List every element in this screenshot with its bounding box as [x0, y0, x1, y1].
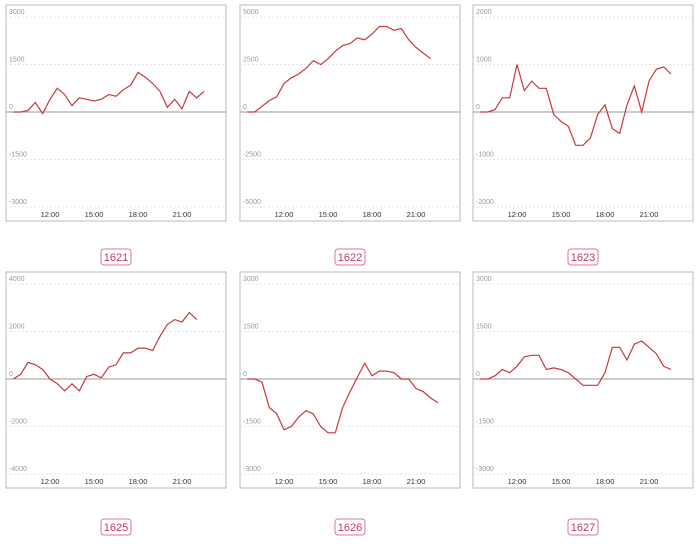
title-box: [100, 248, 132, 266]
title-box: [334, 518, 366, 536]
x-tick-label: 18:00: [363, 210, 382, 219]
chart-title: 1623: [571, 252, 595, 264]
x-tick-label: 12:00: [275, 477, 294, 486]
x-tick-label: 21:00: [407, 477, 426, 486]
panel: [239, 271, 461, 489]
panel: [239, 4, 461, 222]
y-tick-label: 0: [9, 104, 13, 111]
line-series: [480, 340, 672, 386]
panel: [472, 4, 694, 222]
y-tick-label: -1500: [476, 418, 494, 425]
x-tick-label: 15:00: [85, 210, 104, 219]
x-tick-label: 12:00: [41, 210, 60, 219]
y-tick-label: -1000: [476, 151, 494, 158]
panel: [5, 4, 227, 222]
chart-title: 1621: [104, 252, 128, 264]
y-tick-label: 2000: [9, 323, 25, 330]
x-tick-label: 12:00: [275, 210, 294, 219]
y-tick-label: -3000: [243, 466, 261, 473]
title-box: [334, 248, 366, 266]
panel: [5, 271, 227, 489]
title-box: [567, 248, 599, 266]
chart-title: 1625: [104, 522, 128, 534]
x-tick-label: 18:00: [596, 477, 615, 486]
x-tick-label: 18:00: [129, 210, 148, 219]
x-tick-label: 18:00: [363, 477, 382, 486]
x-tick-label: 12:00: [41, 477, 60, 486]
x-tick-label: 21:00: [173, 210, 192, 219]
y-tick-label: 0: [243, 371, 247, 378]
line-series: [13, 71, 205, 115]
y-tick-label: -3000: [476, 466, 494, 473]
y-tick-label: 1000: [476, 56, 492, 63]
y-tick-label: 5000: [243, 9, 259, 16]
y-tick-label: 1500: [9, 56, 25, 63]
panel: [472, 271, 694, 489]
y-tick-label: -5000: [243, 199, 261, 206]
line-series: [247, 25, 432, 113]
chart-title: 1626: [338, 522, 362, 534]
y-tick-label: 0: [9, 371, 13, 378]
title-box: [567, 518, 599, 536]
line-series: [12, 311, 198, 392]
x-tick-label: 15:00: [319, 477, 338, 486]
y-tick-label: 1500: [243, 323, 259, 330]
y-tick-label: 0: [243, 104, 247, 111]
y-tick-label: -1500: [243, 418, 261, 425]
y-tick-label: -2500: [243, 151, 261, 158]
x-tick-label: 18:00: [129, 477, 148, 486]
chart-title: 1622: [338, 252, 362, 264]
x-tick-label: 18:00: [596, 210, 615, 219]
y-tick-label: -4000: [9, 466, 27, 473]
y-tick-label: 2000: [476, 9, 492, 16]
y-tick-label: 3000: [9, 9, 25, 16]
y-tick-label: -1500: [9, 151, 27, 158]
x-tick-label: 15:00: [552, 210, 571, 219]
line-series: [480, 64, 672, 146]
chart-title: 1627: [571, 522, 595, 534]
x-tick-label: 21:00: [173, 477, 192, 486]
y-tick-label: 0: [476, 104, 480, 111]
y-tick-label: 4000: [9, 276, 25, 283]
x-tick-label: 15:00: [319, 210, 338, 219]
y-tick-label: 2500: [243, 56, 259, 63]
x-tick-label: 21:00: [640, 210, 659, 219]
title-box: [100, 518, 132, 536]
y-tick-label: -2000: [9, 418, 27, 425]
y-tick-label: 0: [476, 371, 480, 378]
x-tick-label: 15:00: [85, 477, 104, 486]
y-tick-label: 3000: [476, 276, 492, 283]
x-tick-label: 21:00: [407, 210, 426, 219]
y-tick-label: 3000: [243, 276, 259, 283]
y-tick-label: -2000: [476, 199, 494, 206]
x-tick-label: 12:00: [508, 210, 527, 219]
x-tick-label: 12:00: [508, 477, 527, 486]
x-tick-label: 15:00: [552, 477, 571, 486]
y-tick-label: -3000: [9, 199, 27, 206]
y-tick-label: 1500: [476, 323, 492, 330]
line-series: [247, 361, 439, 434]
x-tick-label: 21:00: [640, 477, 659, 486]
